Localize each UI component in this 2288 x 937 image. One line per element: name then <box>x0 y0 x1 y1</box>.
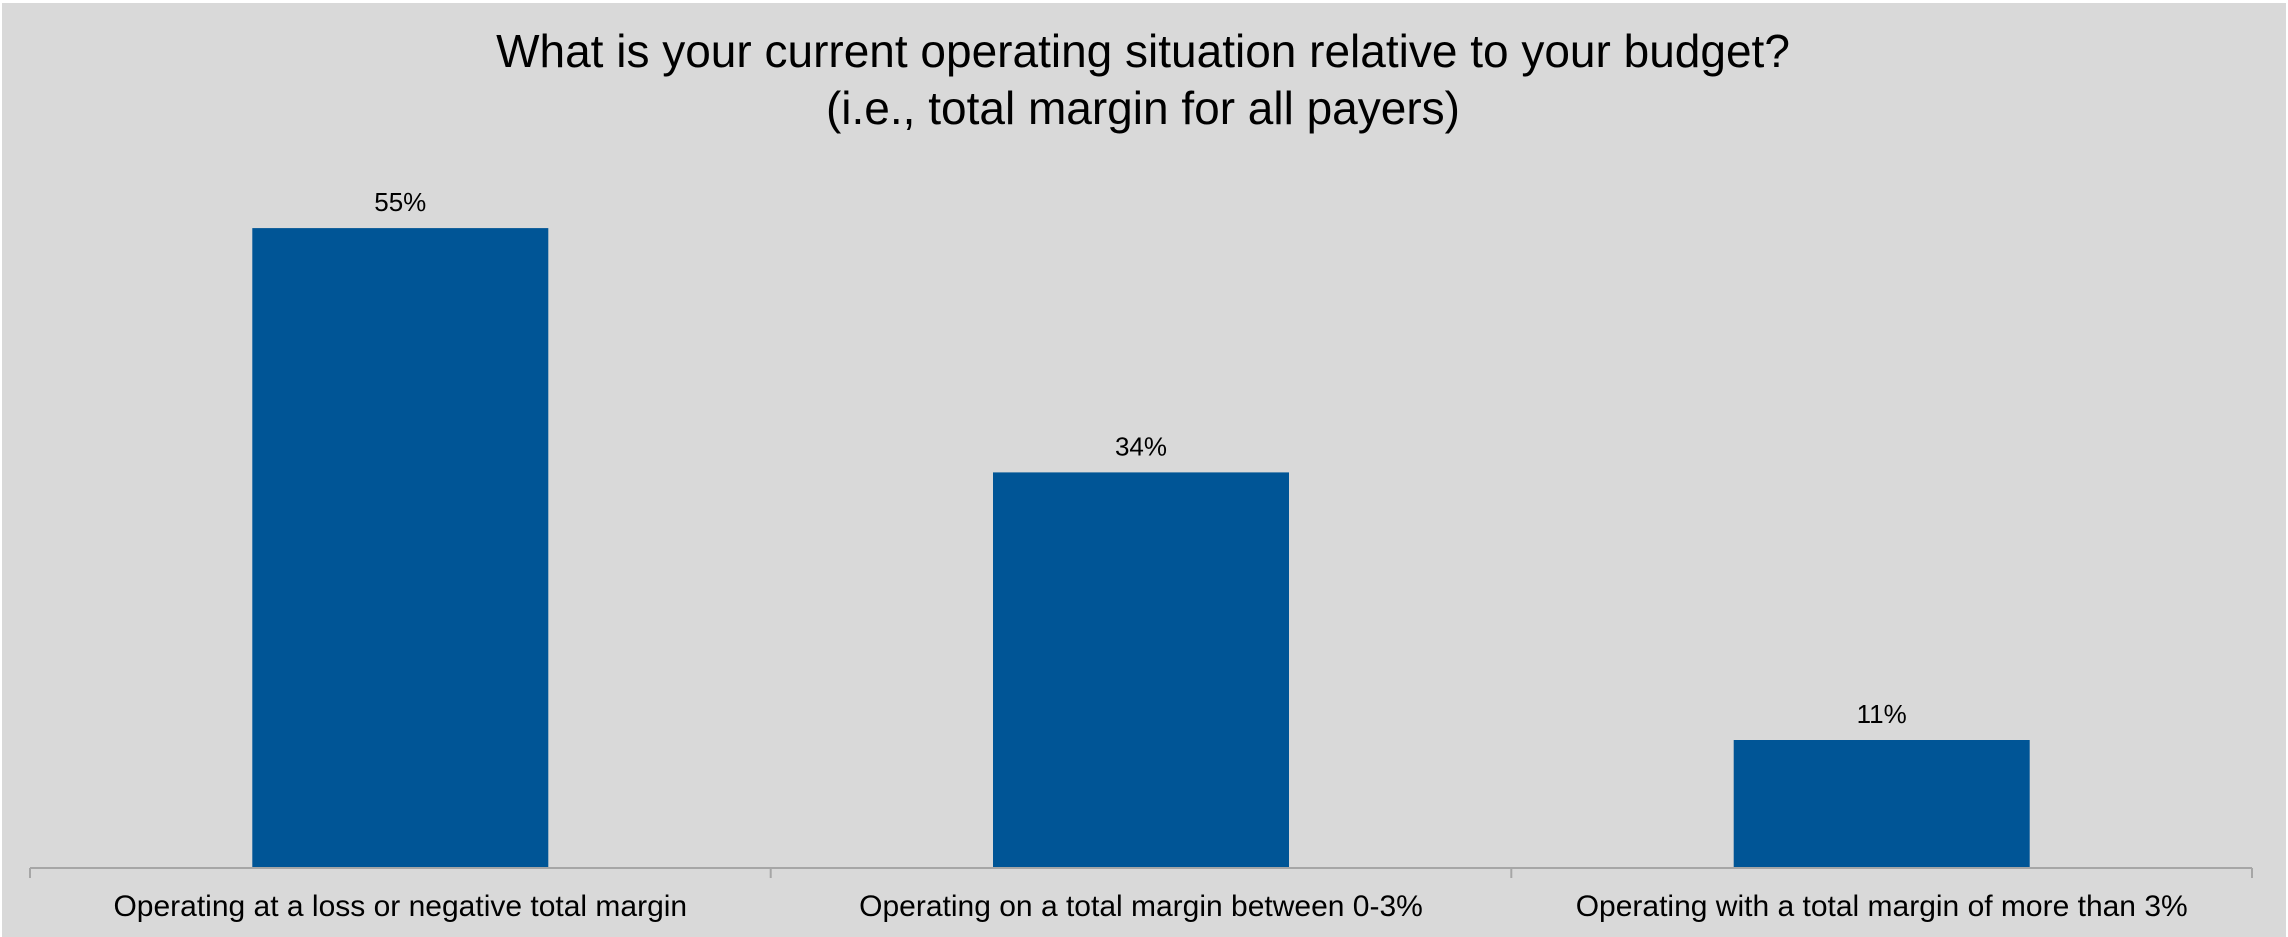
bar-data-label: 34% <box>1115 431 1167 461</box>
bar-data-label: 11% <box>1857 699 1907 729</box>
x-axis-ticks <box>29 868 2253 878</box>
bar-series <box>252 228 2030 869</box>
x-axis-tick-labels: Operating at a loss or negative total ma… <box>113 890 2187 923</box>
bar <box>252 228 549 869</box>
x-tick-label: Operating at a loss or negative total ma… <box>113 890 687 923</box>
data-labels: 55% 34% 11% <box>374 187 1906 729</box>
x-tick-label: Operating with a total margin of more th… <box>1576 890 2188 923</box>
bar <box>1733 740 2030 868</box>
bar-data-label: 55% <box>374 187 426 217</box>
bar <box>993 472 1289 868</box>
chart-subtitle: (i.e., total margin for all payers) <box>826 82 1460 134</box>
chart-title: What is your current operating situation… <box>496 25 1790 77</box>
x-tick-label: Operating on a total margin between 0-3% <box>859 890 1423 923</box>
